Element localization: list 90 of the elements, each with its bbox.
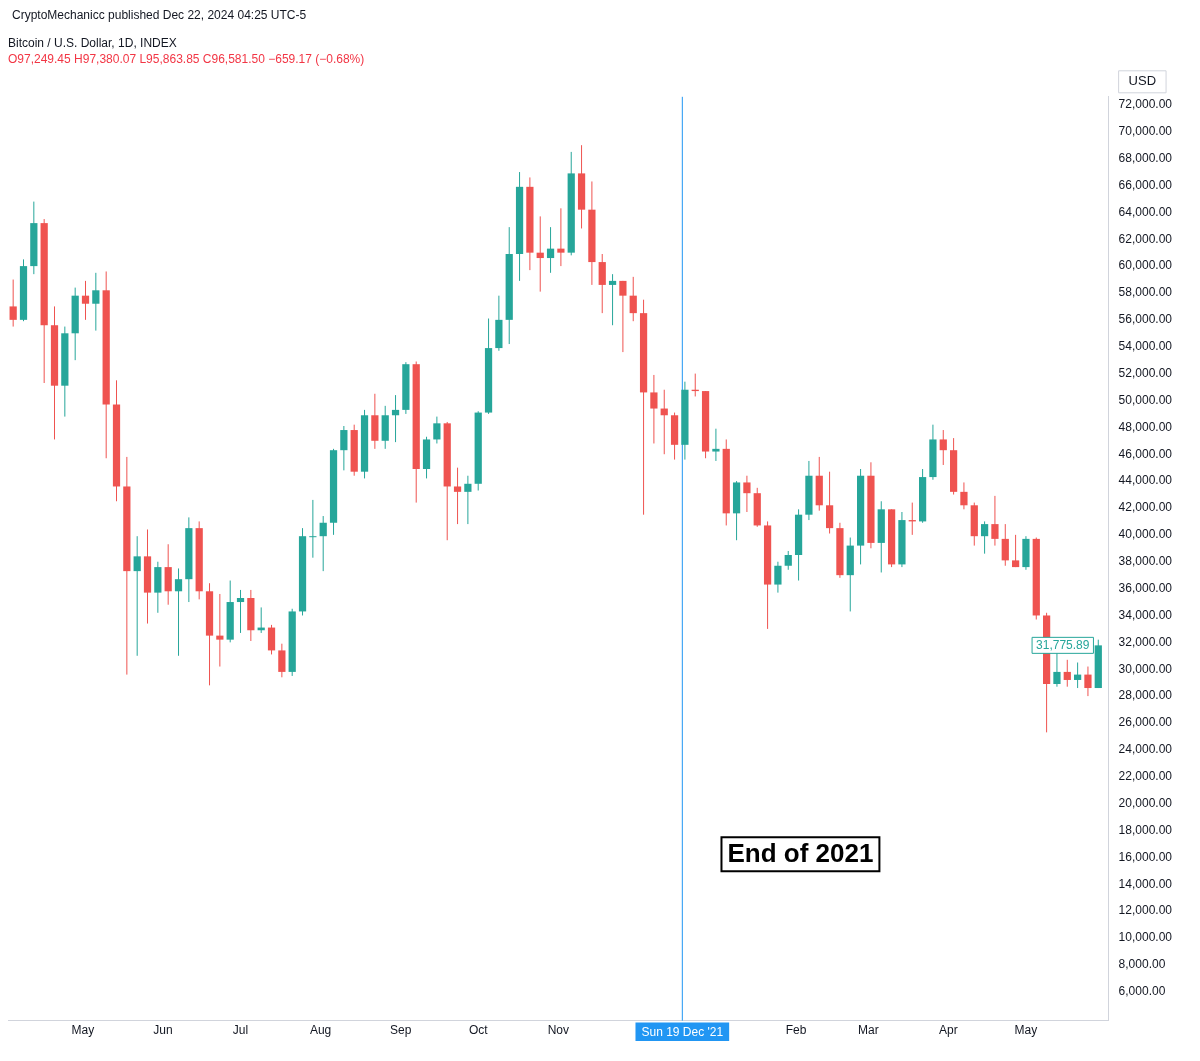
candlestick bbox=[391, 394, 400, 443]
y-tick-label: 16,000.00 bbox=[1118, 849, 1173, 864]
ref-line-label: Sun 19 Dec '21 bbox=[641, 1024, 724, 1039]
candlestick bbox=[536, 215, 544, 293]
x-tick-label: Mar bbox=[858, 1023, 879, 1038]
y-tick-label: 34,000.00 bbox=[1118, 607, 1173, 622]
x-tick-label: Aug bbox=[309, 1023, 332, 1038]
y-tick-label: 24,000.00 bbox=[1118, 742, 1173, 757]
candlestick bbox=[81, 280, 90, 321]
annotation: End of 2021 bbox=[727, 838, 874, 869]
candlestick bbox=[608, 273, 617, 326]
chart-title: Bitcoin / U.S. Dollar, 1D, INDEX bbox=[8, 35, 177, 50]
y-tick-label: 66,000.00 bbox=[1118, 177, 1173, 192]
y-tick-label: 18,000.00 bbox=[1118, 822, 1173, 837]
candlestick bbox=[9, 279, 17, 328]
candlestick bbox=[960, 481, 968, 510]
candlestick bbox=[712, 428, 720, 462]
y-tick-label: 38,000.00 bbox=[1118, 554, 1173, 569]
candlestick bbox=[319, 515, 327, 572]
candlestick bbox=[1073, 662, 1082, 689]
candlestick bbox=[629, 276, 637, 322]
y-tick-label: 48,000.00 bbox=[1118, 419, 1173, 434]
candlestick bbox=[464, 475, 472, 525]
y-tick-label: 72,000.00 bbox=[1118, 97, 1173, 112]
candlestick bbox=[433, 416, 441, 444]
annotation: 31,775.89 bbox=[1036, 637, 1090, 652]
y-tick-label: 30,000.00 bbox=[1118, 661, 1173, 676]
y-tick-label: 10,000.00 bbox=[1118, 930, 1173, 945]
candlestick bbox=[92, 272, 100, 332]
x-tick-label: May bbox=[1014, 1023, 1038, 1038]
candlestick bbox=[743, 475, 751, 513]
candlestick bbox=[650, 374, 658, 444]
x-tick-label: Oct bbox=[468, 1023, 489, 1038]
candlestick bbox=[174, 567, 183, 657]
y-tick-label: 6,000.00 bbox=[1118, 984, 1166, 999]
y-tick-label: 56,000.00 bbox=[1118, 312, 1173, 327]
y-tick-label: 26,000.00 bbox=[1118, 715, 1173, 730]
y-tick-label: 54,000.00 bbox=[1118, 339, 1173, 354]
x-tick-label: Jun bbox=[153, 1023, 173, 1038]
y-tick-label: 60,000.00 bbox=[1118, 258, 1173, 273]
y-tick-label: 14,000.00 bbox=[1118, 876, 1173, 891]
x-tick-label: Apr bbox=[939, 1023, 958, 1038]
y-tick-label: 52,000.00 bbox=[1118, 365, 1173, 380]
candlestick bbox=[1011, 534, 1020, 568]
y-axis-title: USD bbox=[1128, 73, 1157, 89]
y-tick-label: 32,000.00 bbox=[1118, 634, 1173, 649]
text: CryptoMechanicc published Dec 22, 2024 04:25 UTC-5 bbox=[12, 8, 308, 22]
candlestick bbox=[133, 535, 141, 657]
candlestick bbox=[216, 593, 224, 668]
candlestick bbox=[546, 226, 555, 274]
candlestick bbox=[774, 561, 782, 594]
y-tick-label: 36,000.00 bbox=[1118, 580, 1173, 595]
y-tick-label: 40,000.00 bbox=[1118, 527, 1173, 542]
y-tick-label: 50,000.00 bbox=[1118, 392, 1173, 407]
candlestick bbox=[991, 495, 999, 547]
candlestick bbox=[267, 624, 276, 655]
y-tick-label: 12,000.00 bbox=[1118, 903, 1173, 918]
y-tick-label: 58,000.00 bbox=[1118, 285, 1173, 300]
x-tick-label: May bbox=[71, 1023, 95, 1038]
y-tick-label: 28,000.00 bbox=[1118, 688, 1173, 703]
candlestick bbox=[1084, 666, 1092, 697]
x-tick-label: Feb bbox=[785, 1023, 807, 1038]
y-tick-label: 8,000.00 bbox=[1118, 957, 1166, 972]
y-tick-label: 20,000.00 bbox=[1118, 795, 1173, 810]
candlestick bbox=[598, 253, 606, 314]
candlestick bbox=[980, 520, 989, 555]
y-tick-label: 46,000.00 bbox=[1118, 446, 1173, 461]
candlestick bbox=[784, 550, 792, 571]
chart-subtitle: O97,249.45 H97,380.07 L95,863.85 C96,581.50 −659.17 (−0.68%) bbox=[8, 51, 365, 66]
y-tick-label: 64,000.00 bbox=[1118, 204, 1173, 219]
y-tick-label: 68,000.00 bbox=[1118, 150, 1173, 165]
candlestick bbox=[1063, 659, 1071, 688]
candlestick bbox=[939, 429, 947, 466]
x-tick-label: Jul bbox=[232, 1023, 249, 1038]
y-tick-label: 62,000.00 bbox=[1118, 231, 1173, 246]
candlestick bbox=[236, 589, 245, 634]
candlestick bbox=[278, 643, 286, 678]
y-tick-label: 70,000.00 bbox=[1118, 124, 1173, 139]
y-tick-label: 44,000.00 bbox=[1118, 473, 1173, 488]
x-tick-label: Nov bbox=[547, 1023, 569, 1038]
y-tick-label: 42,000.00 bbox=[1118, 500, 1173, 515]
candlestick bbox=[825, 471, 834, 535]
candlestick bbox=[309, 499, 317, 559]
candlestick bbox=[453, 467, 462, 525]
candlestick bbox=[1001, 523, 1009, 567]
candlestick bbox=[619, 280, 627, 353]
candlestick bbox=[557, 207, 565, 267]
candlestick bbox=[340, 425, 348, 471]
x-tick-label: Sep bbox=[390, 1023, 412, 1038]
y-tick-label: 22,000.00 bbox=[1118, 769, 1173, 784]
